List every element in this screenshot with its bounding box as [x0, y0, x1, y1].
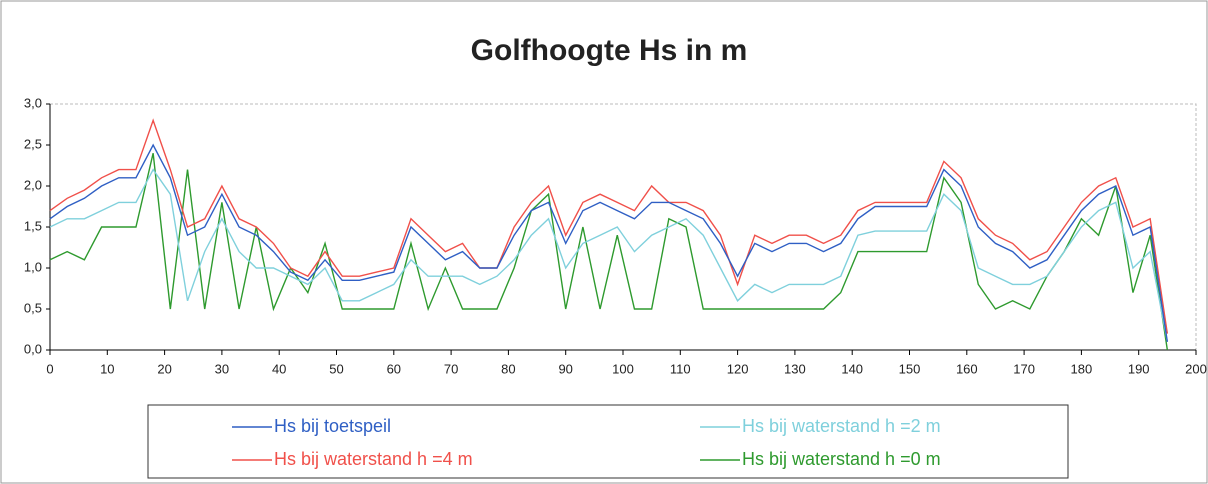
y-tick-label: 1,5 [24, 218, 42, 233]
x-tick-label: 40 [272, 361, 286, 376]
x-tick-label: 140 [841, 361, 863, 376]
x-tick-label: 60 [387, 361, 401, 376]
legend-label: Hs bij waterstand h =4 m [274, 449, 473, 469]
legend-label: Hs bij toetspeil [274, 416, 391, 436]
x-tick-label: 10 [100, 361, 114, 376]
x-tick-label: 20 [157, 361, 171, 376]
legend-label: Hs bij waterstand h =2 m [742, 416, 941, 436]
x-tick-label: 130 [784, 361, 806, 376]
x-tick-label: 50 [329, 361, 343, 376]
x-tick-label: 110 [670, 361, 691, 376]
x-tick-label: 120 [727, 361, 749, 376]
series-line [49, 143, 1169, 342]
legend-box [147, 404, 1069, 479]
x-tick-label: 160 [956, 361, 978, 376]
y-tick-label: 1,0 [24, 259, 42, 274]
plot-area [49, 103, 1197, 351]
x-tick-label: 80 [501, 361, 515, 376]
y-tick-label: 2,5 [24, 136, 42, 151]
x-tick-label: 190 [1128, 361, 1150, 376]
chart-title: Golfhoogte Hs in m [471, 34, 748, 67]
legend-label: Hs bij waterstand h =0 m [742, 449, 941, 469]
x-tick-label: 70 [444, 361, 458, 376]
x-tick-label: 100 [612, 361, 634, 376]
x-tick-label: 170 [1013, 361, 1035, 376]
y-tick-label: 2,0 [24, 177, 42, 192]
series-line [49, 168, 1169, 342]
y-tick-label: 3,0 [24, 95, 42, 110]
x-tick-label: 30 [215, 361, 229, 376]
y-tick-label: 0,5 [24, 300, 42, 315]
x-tick-label: 150 [899, 361, 921, 376]
series-line [49, 118, 1169, 334]
y-tick-label: 0,0 [24, 341, 42, 356]
series-line [49, 153, 1169, 351]
x-tick-label: 200 [1185, 361, 1207, 376]
x-tick-label: 180 [1071, 361, 1093, 376]
x-tick-label: 0 [46, 361, 53, 376]
x-tick-label: 90 [558, 361, 572, 376]
